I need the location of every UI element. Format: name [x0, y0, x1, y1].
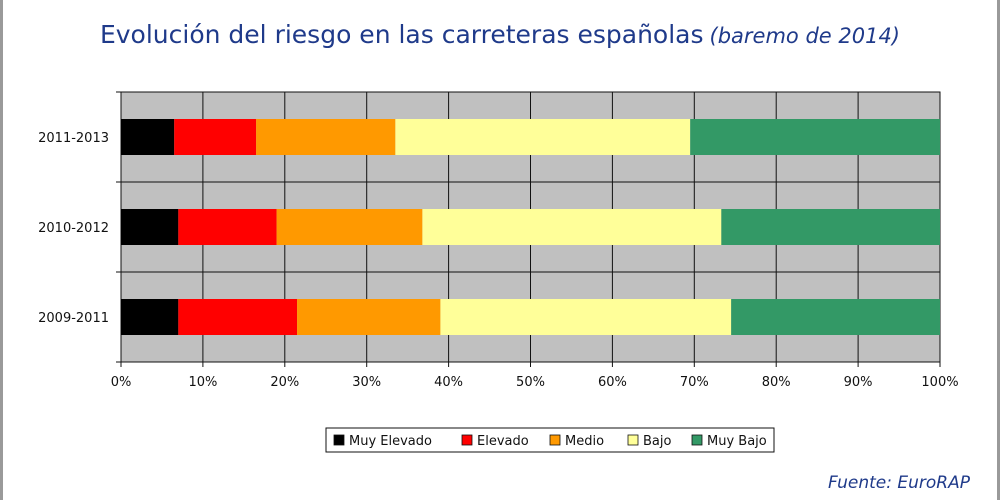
legend-swatch — [333, 434, 345, 446]
category-label: 2011-2013 — [38, 131, 109, 146]
chart-subtitle: (baremo de 2014) — [709, 24, 901, 48]
chart-title: Evolución del riesgo en las carreteras e… — [0, 20, 1000, 49]
x-tick-label: 20% — [270, 375, 299, 390]
x-tick-label: 50% — [516, 375, 545, 390]
bar-elevado — [174, 119, 257, 155]
bar-bajo — [422, 209, 722, 245]
bar-medio — [276, 209, 423, 245]
bar-elevado — [178, 299, 298, 335]
legend-label: Muy Bajo — [707, 434, 767, 449]
x-tick-label: 30% — [352, 375, 381, 390]
bar-muy-elevado — [121, 209, 179, 245]
bar-muy-elevado — [121, 119, 175, 155]
legend-swatch — [461, 434, 473, 446]
bar-muy-bajo — [731, 299, 940, 335]
legend-swatch — [549, 434, 561, 446]
legend-swatch — [691, 434, 703, 446]
x-tick-label: 100% — [921, 375, 958, 390]
x-tick-label: 60% — [598, 375, 627, 390]
bar-muy-bajo — [721, 209, 940, 245]
source-note: Fuente: EuroRAP — [828, 473, 970, 493]
x-tick-label: 70% — [680, 375, 709, 390]
bar-muy-elevado — [121, 299, 179, 335]
chart-title-main: Evolución del riesgo en las carreteras e… — [99, 20, 704, 49]
bar-medio — [297, 299, 441, 335]
bar-bajo — [440, 299, 732, 335]
category-label: 2009-2011 — [38, 311, 109, 326]
legend-label: Bajo — [643, 434, 671, 449]
category-label: 2010-2012 — [38, 221, 109, 236]
bar-muy-bajo — [690, 119, 940, 155]
x-tick-label: 90% — [844, 375, 873, 390]
x-tick-label: 10% — [188, 375, 217, 390]
legend-label: Muy Elevado — [349, 434, 432, 449]
x-tick-label: 80% — [762, 375, 791, 390]
bar-elevado — [178, 209, 277, 245]
legend-label: Elevado — [477, 434, 529, 449]
x-tick-label: 0% — [111, 375, 132, 390]
bar-bajo — [395, 119, 691, 155]
legend-swatch — [627, 434, 639, 446]
legend-label: Medio — [565, 434, 604, 449]
x-tick-label: 40% — [434, 375, 463, 390]
bar-medio — [256, 119, 396, 155]
